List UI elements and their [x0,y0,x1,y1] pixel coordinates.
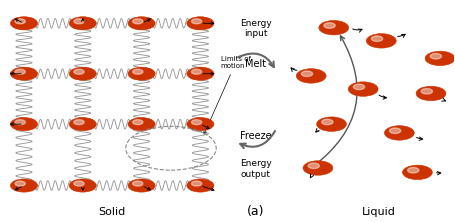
Circle shape [303,161,333,175]
Circle shape [69,118,96,131]
Circle shape [15,69,25,74]
Text: Energy
output: Energy output [240,159,272,179]
Circle shape [10,118,38,131]
Circle shape [69,17,96,30]
Circle shape [408,167,419,173]
Circle shape [15,181,25,186]
Circle shape [10,17,38,30]
FancyArrowPatch shape [313,36,357,166]
Circle shape [187,67,214,80]
Circle shape [128,179,155,192]
Circle shape [366,34,396,48]
Circle shape [192,69,202,74]
Circle shape [187,17,214,30]
Circle shape [192,120,202,125]
Circle shape [354,84,364,90]
Circle shape [187,179,214,192]
FancyArrowPatch shape [398,34,405,38]
FancyArrowPatch shape [291,68,297,71]
FancyArrowPatch shape [417,137,423,140]
Circle shape [308,163,319,168]
Circle shape [69,179,96,192]
Circle shape [15,120,25,125]
Circle shape [425,51,455,66]
Circle shape [132,181,143,186]
Circle shape [192,19,202,24]
Text: Solid: Solid [99,207,126,217]
Circle shape [371,36,383,42]
Text: Liquid: Liquid [362,207,396,217]
Circle shape [296,69,326,83]
FancyArrowPatch shape [240,131,275,148]
Circle shape [421,89,433,94]
Text: Limits of
motion: Limits of motion [204,56,251,134]
Text: Energy
input: Energy input [240,19,272,38]
FancyArrowPatch shape [316,129,319,132]
Circle shape [317,117,346,131]
Circle shape [10,179,38,192]
Circle shape [348,82,378,96]
Circle shape [69,67,96,80]
FancyArrowPatch shape [442,98,445,101]
Circle shape [10,67,38,80]
FancyArrowPatch shape [379,95,386,99]
Circle shape [132,120,143,125]
Circle shape [74,19,84,24]
Circle shape [15,19,25,24]
FancyArrowPatch shape [310,174,313,178]
Circle shape [389,128,401,133]
Circle shape [74,120,84,125]
Text: (a): (a) [247,205,265,218]
Circle shape [74,181,84,186]
Circle shape [128,17,155,30]
Circle shape [322,119,333,125]
Circle shape [74,69,84,74]
Circle shape [128,118,155,131]
Circle shape [416,86,446,101]
FancyArrowPatch shape [238,54,274,67]
Text: Freeze: Freeze [240,131,272,141]
Circle shape [187,118,214,131]
Circle shape [128,67,155,80]
Circle shape [403,165,432,180]
Circle shape [132,19,143,24]
Circle shape [132,69,143,74]
Circle shape [384,126,414,140]
Circle shape [430,54,441,59]
Circle shape [301,71,313,77]
Circle shape [192,181,202,186]
Text: Melt: Melt [245,59,267,69]
Circle shape [324,23,335,28]
Circle shape [319,20,349,35]
FancyArrowPatch shape [353,29,362,32]
FancyArrowPatch shape [437,172,441,175]
